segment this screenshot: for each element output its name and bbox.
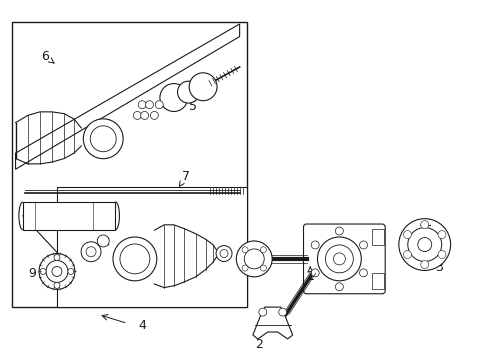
Circle shape: [403, 251, 410, 258]
Bar: [371, 229, 384, 245]
Text: 8: 8: [94, 208, 102, 221]
Circle shape: [242, 247, 247, 253]
Circle shape: [216, 246, 231, 261]
Circle shape: [68, 269, 74, 274]
Circle shape: [359, 269, 367, 277]
Circle shape: [403, 231, 410, 239]
FancyBboxPatch shape: [303, 224, 385, 294]
Circle shape: [310, 269, 319, 277]
Circle shape: [39, 253, 75, 289]
Circle shape: [244, 249, 264, 269]
Circle shape: [335, 227, 343, 235]
Circle shape: [150, 112, 158, 120]
Circle shape: [46, 261, 68, 282]
Polygon shape: [252, 307, 292, 339]
Circle shape: [40, 269, 46, 274]
Circle shape: [83, 119, 123, 159]
Circle shape: [258, 308, 266, 316]
Circle shape: [54, 282, 60, 288]
Text: 2: 2: [255, 332, 263, 351]
Circle shape: [420, 221, 428, 229]
Text: 7: 7: [179, 170, 190, 186]
Circle shape: [189, 73, 217, 101]
Circle shape: [86, 247, 96, 257]
Circle shape: [138, 101, 146, 109]
Circle shape: [177, 81, 199, 103]
Circle shape: [333, 253, 345, 265]
Circle shape: [141, 112, 148, 120]
Bar: [12, 22, 246, 307]
Circle shape: [437, 231, 445, 239]
Circle shape: [317, 237, 361, 281]
Bar: [23, 202, 115, 230]
Circle shape: [420, 261, 428, 269]
Text: 1: 1: [305, 267, 314, 283]
Circle shape: [310, 241, 319, 249]
Text: 5: 5: [180, 99, 197, 113]
Circle shape: [260, 265, 266, 271]
Polygon shape: [16, 24, 239, 169]
Circle shape: [120, 244, 149, 274]
Text: 4: 4: [138, 319, 146, 332]
Circle shape: [113, 237, 157, 281]
Circle shape: [145, 101, 153, 109]
Text: 9: 9: [29, 267, 53, 280]
Circle shape: [52, 266, 62, 276]
Circle shape: [335, 283, 343, 291]
Circle shape: [236, 241, 272, 277]
Circle shape: [242, 265, 247, 271]
Bar: [57, 187, 246, 307]
Circle shape: [155, 101, 163, 109]
Circle shape: [278, 308, 286, 316]
Text: 3: 3: [426, 248, 443, 274]
Circle shape: [359, 241, 367, 249]
Circle shape: [407, 228, 441, 261]
Circle shape: [220, 249, 227, 257]
Circle shape: [90, 126, 116, 152]
Circle shape: [437, 251, 445, 258]
Circle shape: [81, 242, 101, 262]
Text: 6: 6: [41, 50, 54, 63]
Circle shape: [97, 235, 109, 247]
Circle shape: [417, 238, 431, 252]
Circle shape: [160, 84, 187, 112]
Circle shape: [54, 255, 60, 261]
Bar: [371, 273, 384, 289]
Circle shape: [133, 112, 141, 120]
Circle shape: [325, 245, 353, 273]
Circle shape: [398, 219, 450, 270]
Circle shape: [260, 247, 266, 253]
